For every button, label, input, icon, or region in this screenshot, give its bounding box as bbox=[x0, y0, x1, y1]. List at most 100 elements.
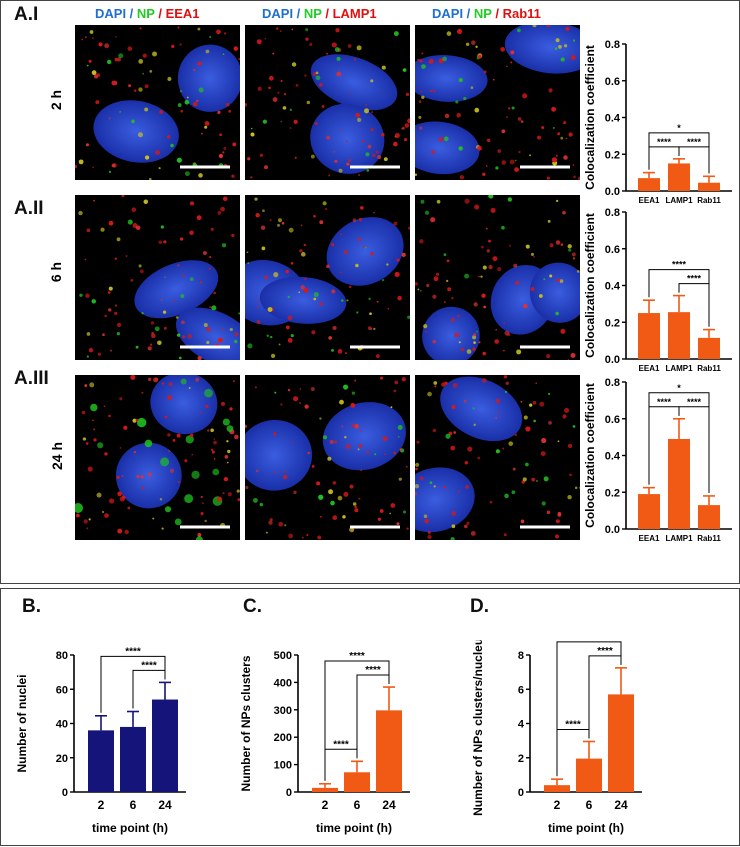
panel-label-a3: A.III bbox=[14, 368, 49, 389]
significance-label: **** bbox=[581, 640, 597, 643]
significance-label: **** bbox=[657, 397, 672, 407]
y-tick-label: 60 bbox=[56, 684, 68, 696]
nucleus bbox=[245, 419, 313, 491]
x-tick-label: 6 bbox=[130, 798, 137, 812]
column-title-marker: Rab11 bbox=[502, 6, 541, 21]
x-tick-label: 2 bbox=[98, 798, 105, 812]
bar bbox=[668, 163, 690, 191]
chart-a2: 0.0 0.2 0.4 0.6 0.8 Colocalization coefficien… bbox=[583, 207, 732, 373]
micrograph bbox=[75, 195, 240, 360]
column-title-sep2: / bbox=[154, 6, 166, 21]
micrograph bbox=[75, 375, 240, 540]
y-tick-label: 200 bbox=[274, 732, 292, 744]
y-tick-label: 6 bbox=[518, 684, 524, 696]
significance-label: **** bbox=[565, 719, 581, 730]
bar bbox=[312, 787, 338, 792]
column-title-dapi: DAPI bbox=[262, 6, 294, 21]
nucleus bbox=[326, 217, 404, 286]
significance-label: **** bbox=[365, 665, 381, 676]
y-tick-label: 0.4 bbox=[605, 113, 621, 125]
nucleus bbox=[259, 276, 347, 324]
bar bbox=[698, 337, 720, 359]
column-title-dapi: DAPI bbox=[432, 6, 464, 21]
column-title-marker: EEA1 bbox=[165, 6, 200, 21]
micrograph bbox=[415, 375, 580, 540]
y-axis-label: Colocalization coefficient bbox=[583, 213, 597, 358]
y-tick-label: 0 bbox=[286, 787, 292, 799]
y-tick-label: 0.0 bbox=[605, 186, 620, 198]
micrograph bbox=[245, 195, 410, 360]
significance-label: **** bbox=[687, 137, 702, 147]
y-tick-label: 0 bbox=[518, 787, 524, 799]
y-tick-label: 0.6 bbox=[605, 76, 620, 88]
significance-label: **** bbox=[333, 739, 349, 750]
significance-label: **** bbox=[687, 397, 702, 407]
x-axis-label: time point (h) bbox=[548, 821, 624, 835]
y-tick-label: 2 bbox=[518, 753, 524, 765]
panel-label-a2: A.II bbox=[14, 198, 44, 219]
micrograph bbox=[245, 25, 410, 180]
nucleus bbox=[422, 306, 480, 360]
significance-label: * bbox=[677, 123, 681, 133]
y-tick-label: 400 bbox=[274, 677, 292, 689]
y-tick-label: 500 bbox=[274, 650, 292, 662]
nucleus bbox=[415, 55, 488, 102]
nucleus bbox=[504, 25, 580, 74]
micrograph bbox=[245, 375, 410, 540]
significance-bracket bbox=[556, 641, 622, 777]
x-axis-label: time point (h) bbox=[316, 821, 392, 835]
column-title: DAPI / NP / Rab11 bbox=[432, 6, 541, 21]
y-tick-label: 0.0 bbox=[605, 524, 620, 536]
column-title-sep1: / bbox=[293, 6, 304, 21]
y-tick-label: 100 bbox=[274, 760, 292, 772]
y-tick-label: 20 bbox=[56, 753, 68, 765]
y-tick-label: 0.2 bbox=[605, 317, 620, 329]
x-axis-label: time point (h) bbox=[92, 821, 168, 835]
column-title-sep2: / bbox=[321, 6, 333, 21]
x-tick-label: 2 bbox=[554, 798, 561, 812]
nucleus bbox=[415, 121, 480, 175]
chart-a1: 0.0 0.2 0.4 0.6 0.8 Colocalization coefficien… bbox=[583, 39, 732, 205]
bar bbox=[638, 494, 660, 529]
bar bbox=[344, 772, 370, 792]
column-title-sep1: / bbox=[463, 6, 474, 21]
significance-label: **** bbox=[349, 651, 365, 662]
y-tick-label: 0.6 bbox=[605, 414, 620, 426]
significance-label: **** bbox=[657, 137, 672, 147]
y-tick-label: 4 bbox=[518, 719, 525, 731]
nucleus bbox=[150, 375, 218, 435]
x-tick-label: LAMP1 bbox=[665, 196, 693, 205]
significance-label: **** bbox=[597, 646, 613, 657]
column-title: DAPI / NP / EEA1 bbox=[95, 6, 200, 21]
row-label-2h: 2 h bbox=[48, 89, 65, 111]
column-title: DAPI / NP / LAMP1 bbox=[262, 6, 377, 21]
x-tick-label: 6 bbox=[354, 798, 361, 812]
nucleus bbox=[440, 376, 523, 442]
column-title-dapi: DAPI bbox=[95, 6, 127, 21]
y-tick-label: 0.4 bbox=[605, 451, 621, 463]
significance-label: * bbox=[677, 383, 681, 393]
column-title-np: NP bbox=[136, 6, 155, 21]
micrograph bbox=[415, 25, 580, 180]
micrograph bbox=[415, 195, 580, 360]
panel-label-d: D. bbox=[470, 596, 489, 617]
column-title-sep2: / bbox=[491, 6, 503, 21]
y-tick-label: 300 bbox=[274, 705, 292, 717]
x-tick-label: Rab11 bbox=[697, 534, 721, 543]
chart-c: 0 100 200 300 400 500 Number of NPs clusters ti… bbox=[239, 650, 410, 835]
micrograph bbox=[75, 25, 240, 180]
significance-bracket bbox=[648, 269, 710, 327]
nucleus bbox=[310, 103, 385, 174]
y-tick-label: 0.6 bbox=[605, 244, 620, 256]
y-tick-label: 0.8 bbox=[605, 207, 620, 219]
y-tick-label: 0 bbox=[62, 787, 68, 799]
nucleus bbox=[322, 402, 406, 471]
x-tick-label: 24 bbox=[158, 798, 172, 812]
x-tick-label: 24 bbox=[614, 798, 628, 812]
bar bbox=[638, 178, 660, 191]
y-axis-label: Colocalization coefficient bbox=[583, 45, 597, 190]
nucleus bbox=[177, 44, 240, 112]
x-tick-label: EEA1 bbox=[639, 364, 660, 373]
